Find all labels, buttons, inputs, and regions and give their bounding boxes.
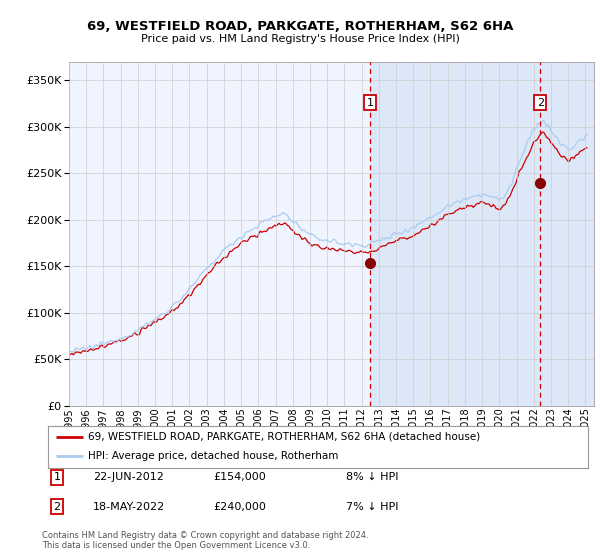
Text: 69, WESTFIELD ROAD, PARKGATE, ROTHERHAM, S62 6HA (detached house): 69, WESTFIELD ROAD, PARKGATE, ROTHERHAM,… <box>89 432 481 442</box>
Bar <box>370 62 594 406</box>
Text: 8% ↓ HPI: 8% ↓ HPI <box>346 472 398 482</box>
Text: 22-JUN-2012: 22-JUN-2012 <box>94 472 164 482</box>
Text: HPI: Average price, detached house, Rotherham: HPI: Average price, detached house, Roth… <box>89 451 339 461</box>
Text: Price paid vs. HM Land Registry's House Price Index (HPI): Price paid vs. HM Land Registry's House … <box>140 34 460 44</box>
Text: 69, WESTFIELD ROAD, PARKGATE, ROTHERHAM, S62 6HA: 69, WESTFIELD ROAD, PARKGATE, ROTHERHAM,… <box>87 20 513 32</box>
Text: 2: 2 <box>53 502 61 512</box>
Text: Contains HM Land Registry data © Crown copyright and database right 2024.
This d: Contains HM Land Registry data © Crown c… <box>42 530 368 550</box>
Text: 2: 2 <box>536 98 544 108</box>
Text: £154,000: £154,000 <box>214 472 266 482</box>
Text: £240,000: £240,000 <box>214 502 266 512</box>
Text: 1: 1 <box>367 98 373 108</box>
Text: 1: 1 <box>53 472 61 482</box>
Text: 18-MAY-2022: 18-MAY-2022 <box>93 502 165 512</box>
Text: 7% ↓ HPI: 7% ↓ HPI <box>346 502 398 512</box>
